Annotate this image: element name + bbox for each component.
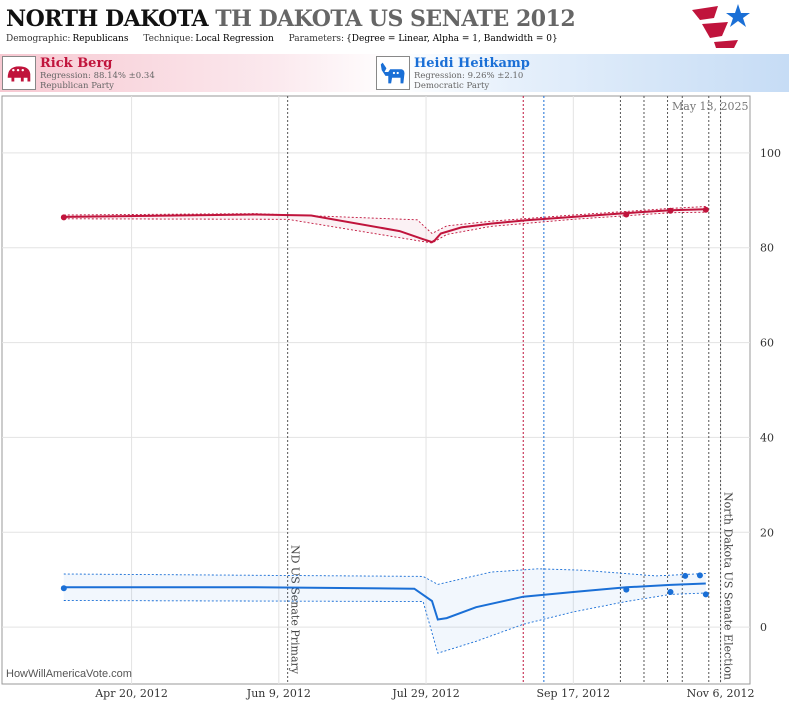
date-stamp: May 13, 2025 xyxy=(672,100,749,113)
y-tick-label: 80 xyxy=(760,242,774,255)
poll-point xyxy=(667,207,674,214)
demographic-value: Republicans xyxy=(72,34,129,44)
poll-point xyxy=(60,585,67,592)
poll-point xyxy=(702,591,709,598)
parameters-line: Demographic: Republicans Technique: Local … xyxy=(6,34,570,44)
confidence-band xyxy=(63,568,706,654)
donkey-icon xyxy=(376,56,410,90)
candidate-regression: Regression: 88.14% ±0.34 xyxy=(40,71,155,81)
x-tick-label: Jun 9, 2012 xyxy=(246,687,311,700)
state-name: NORTH DAKOTA xyxy=(6,6,209,32)
y-tick-label: 0 xyxy=(760,621,767,634)
poll-point xyxy=(696,572,703,579)
series-line xyxy=(63,208,706,244)
lower-bound-line xyxy=(63,211,706,244)
parameters-value: {Degree = Linear, Alpha = 1, Bandwidth =… xyxy=(346,34,558,44)
race-name: TH DAKOTA US SENATE 2012 xyxy=(215,6,576,32)
parameters-label: Parameters: xyxy=(288,34,345,44)
demographic-label: Demographic: xyxy=(6,34,71,44)
chart-header: NORTH DAKOTA TH DAKOTA US SENATE 2012 De… xyxy=(0,0,789,50)
technique-label: Technique: xyxy=(143,34,194,44)
poll-point xyxy=(702,206,709,213)
lower-bound-line xyxy=(63,592,706,654)
candidate-legend: Rick Berg Regression: 88.14% ±0.34 Repub… xyxy=(0,54,789,92)
candidate-party: Republican Party xyxy=(40,81,114,91)
candidate-regression: Regression: 9.26% ±2.10 xyxy=(414,71,524,81)
event-label: North Dakota US Senate Election xyxy=(722,492,735,680)
elephant-icon xyxy=(2,56,36,90)
poll-point xyxy=(623,586,630,593)
y-tick-label: 60 xyxy=(760,337,774,350)
poll-point xyxy=(60,214,67,221)
x-tick-label: Sep 17, 2012 xyxy=(537,687,611,700)
y-tick-label: 20 xyxy=(760,526,774,539)
star-logo-icon xyxy=(692,4,750,48)
site-watermark: HowWillAmericaVote.com xyxy=(6,668,132,680)
y-tick-label: 100 xyxy=(760,147,781,160)
poll-point xyxy=(623,211,630,218)
series-line xyxy=(63,582,706,621)
plot-area xyxy=(1,95,751,685)
candidate-party: Democratic Party xyxy=(414,81,490,91)
x-tick-label: Jul 29, 2012 xyxy=(391,687,460,700)
candidate-name: Heidi Heitkamp xyxy=(414,56,530,71)
y-tick-label: 40 xyxy=(760,431,774,444)
poll-point xyxy=(667,589,674,596)
x-tick-label: Nov 6, 2012 xyxy=(687,687,755,700)
page-title: NORTH DAKOTA TH DAKOTA US SENATE 2012 xyxy=(6,6,576,32)
candidate-name: Rick Berg xyxy=(40,56,113,71)
poll-point xyxy=(682,572,689,579)
event-label: ND US Senate Primary xyxy=(289,545,302,675)
x-tick-label: Apr 20, 2012 xyxy=(94,687,168,700)
technique-value: Local Regression xyxy=(195,34,274,44)
